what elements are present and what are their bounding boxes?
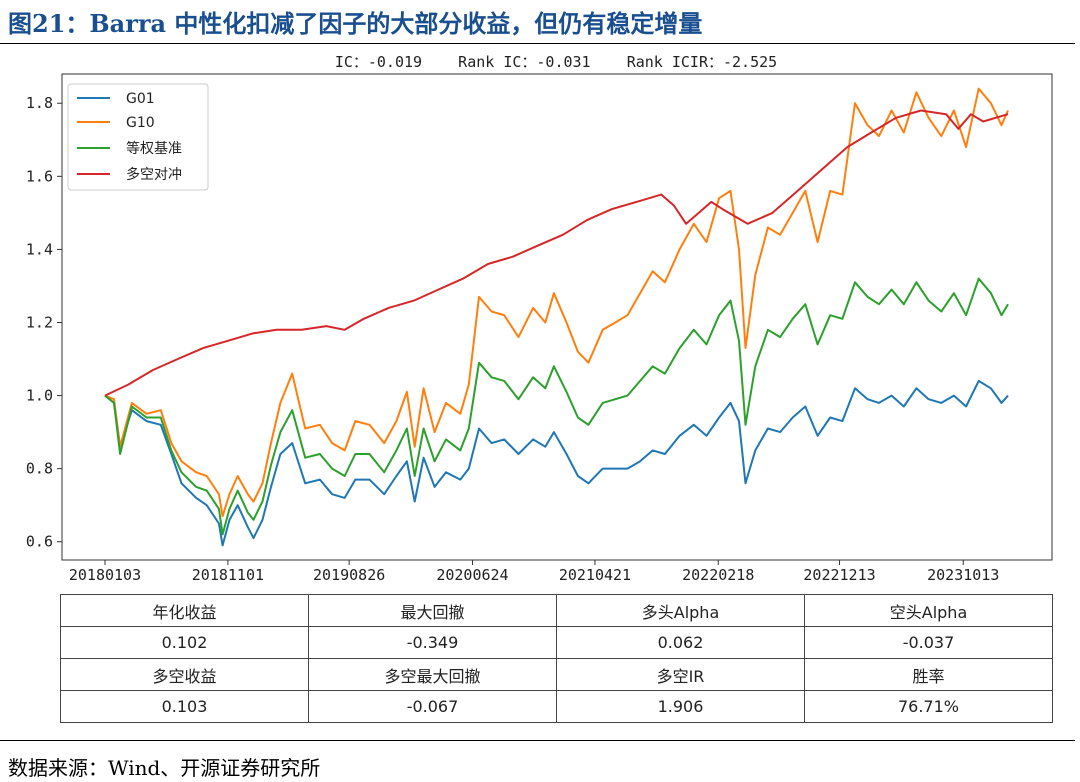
table-cell: 0.062 bbox=[556, 626, 805, 659]
table-header-cell: 胜率 bbox=[804, 658, 1053, 691]
table-header-cell: 多空最大回撤 bbox=[308, 658, 557, 691]
title-divider bbox=[0, 43, 1075, 44]
table-header-cell: 多空收益 bbox=[60, 658, 309, 691]
table-row: 0.102 -0.349 0.062 -0.037 bbox=[60, 626, 1053, 659]
series-line-2 bbox=[104, 277, 1009, 536]
table-header-row: 多空收益 多空最大回撤 多空IR 胜率 bbox=[60, 658, 1053, 691]
plot-area bbox=[61, 73, 1053, 561]
y-tick-label: 1.2 bbox=[26, 313, 53, 331]
table-header-cell: 空头Alpha bbox=[804, 594, 1053, 627]
y-tick-label: 0.6 bbox=[26, 533, 53, 551]
x-tick-label: 20180103 bbox=[69, 566, 141, 584]
y-axis: 0.6 0.8 1.0 1.2 1.4 1.6 1.8 bbox=[26, 94, 62, 551]
y-tick-label: 1.8 bbox=[26, 94, 53, 112]
table-header-cell: 多空IR bbox=[556, 658, 805, 691]
source-note: 数据来源：Wind、开源证券研究所 bbox=[8, 756, 321, 780]
x-tick-label: 20221213 bbox=[803, 566, 875, 584]
table-cell: 76.71% bbox=[804, 690, 1053, 723]
series-line-0 bbox=[104, 379, 1009, 547]
x-axis: 20180103 20181101 20190826 20200624 20210421… bbox=[69, 560, 999, 584]
legend-frame bbox=[67, 83, 209, 191]
y-tick-label: 1.6 bbox=[26, 167, 53, 185]
y-tick-label: 1.0 bbox=[26, 387, 53, 405]
x-tick-label: 20231013 bbox=[927, 566, 999, 584]
series-line-3 bbox=[104, 109, 1009, 397]
legend-label-benchmark: 等权基准 bbox=[126, 140, 182, 157]
table-header-row: 年化收益 最大回撤 多头Alpha 空头Alpha bbox=[60, 594, 1053, 627]
x-tick-label: 20200624 bbox=[436, 566, 508, 584]
table-header-cell: 最大回撤 bbox=[308, 594, 557, 627]
chart-title: IC：-0.019 Rank IC：-0.031 Rank ICIR：-2.52… bbox=[335, 53, 777, 71]
table-header-cell: 年化收益 bbox=[60, 594, 309, 627]
x-tick-label: 20181101 bbox=[192, 566, 264, 584]
legend: G01 G10 等权基准 多空对冲 bbox=[67, 83, 209, 191]
figure-title: 图21：Barra 中性化扣减了因子的大部分收益，但仍有稳定增量 bbox=[8, 9, 703, 38]
table-header-cell: 多头Alpha bbox=[556, 594, 805, 627]
line-chart: IC：-0.019 Rank IC：-0.031 Rank ICIR：-2.52… bbox=[26, 53, 1053, 584]
performance-table: 年化收益 最大回撤 多头Alpha 空头Alpha 0.102 -0.349 0… bbox=[60, 594, 1053, 723]
series-lines bbox=[104, 87, 1009, 547]
table-cell: 0.102 bbox=[60, 626, 309, 659]
series-line-1 bbox=[104, 87, 1009, 518]
legend-label-longshort: 多空对冲 bbox=[126, 166, 182, 183]
table-cell: -0.037 bbox=[804, 626, 1053, 659]
source-divider bbox=[0, 740, 1075, 741]
table-row: 0.103 -0.067 1.906 76.71% bbox=[60, 690, 1053, 723]
table-cell: -0.067 bbox=[308, 690, 557, 723]
y-tick-label: 1.4 bbox=[26, 240, 53, 258]
y-tick-label: 0.8 bbox=[26, 460, 53, 478]
table-cell: 1.906 bbox=[556, 690, 805, 723]
legend-label-g01: G01 bbox=[126, 91, 155, 107]
x-tick-label: 20220218 bbox=[682, 566, 754, 584]
x-tick-label: 20190826 bbox=[313, 566, 385, 584]
legend-label-g10: G10 bbox=[126, 115, 155, 131]
table-cell: 0.103 bbox=[60, 690, 309, 723]
table-cell: -0.349 bbox=[308, 626, 557, 659]
x-tick-label: 20210421 bbox=[559, 566, 631, 584]
